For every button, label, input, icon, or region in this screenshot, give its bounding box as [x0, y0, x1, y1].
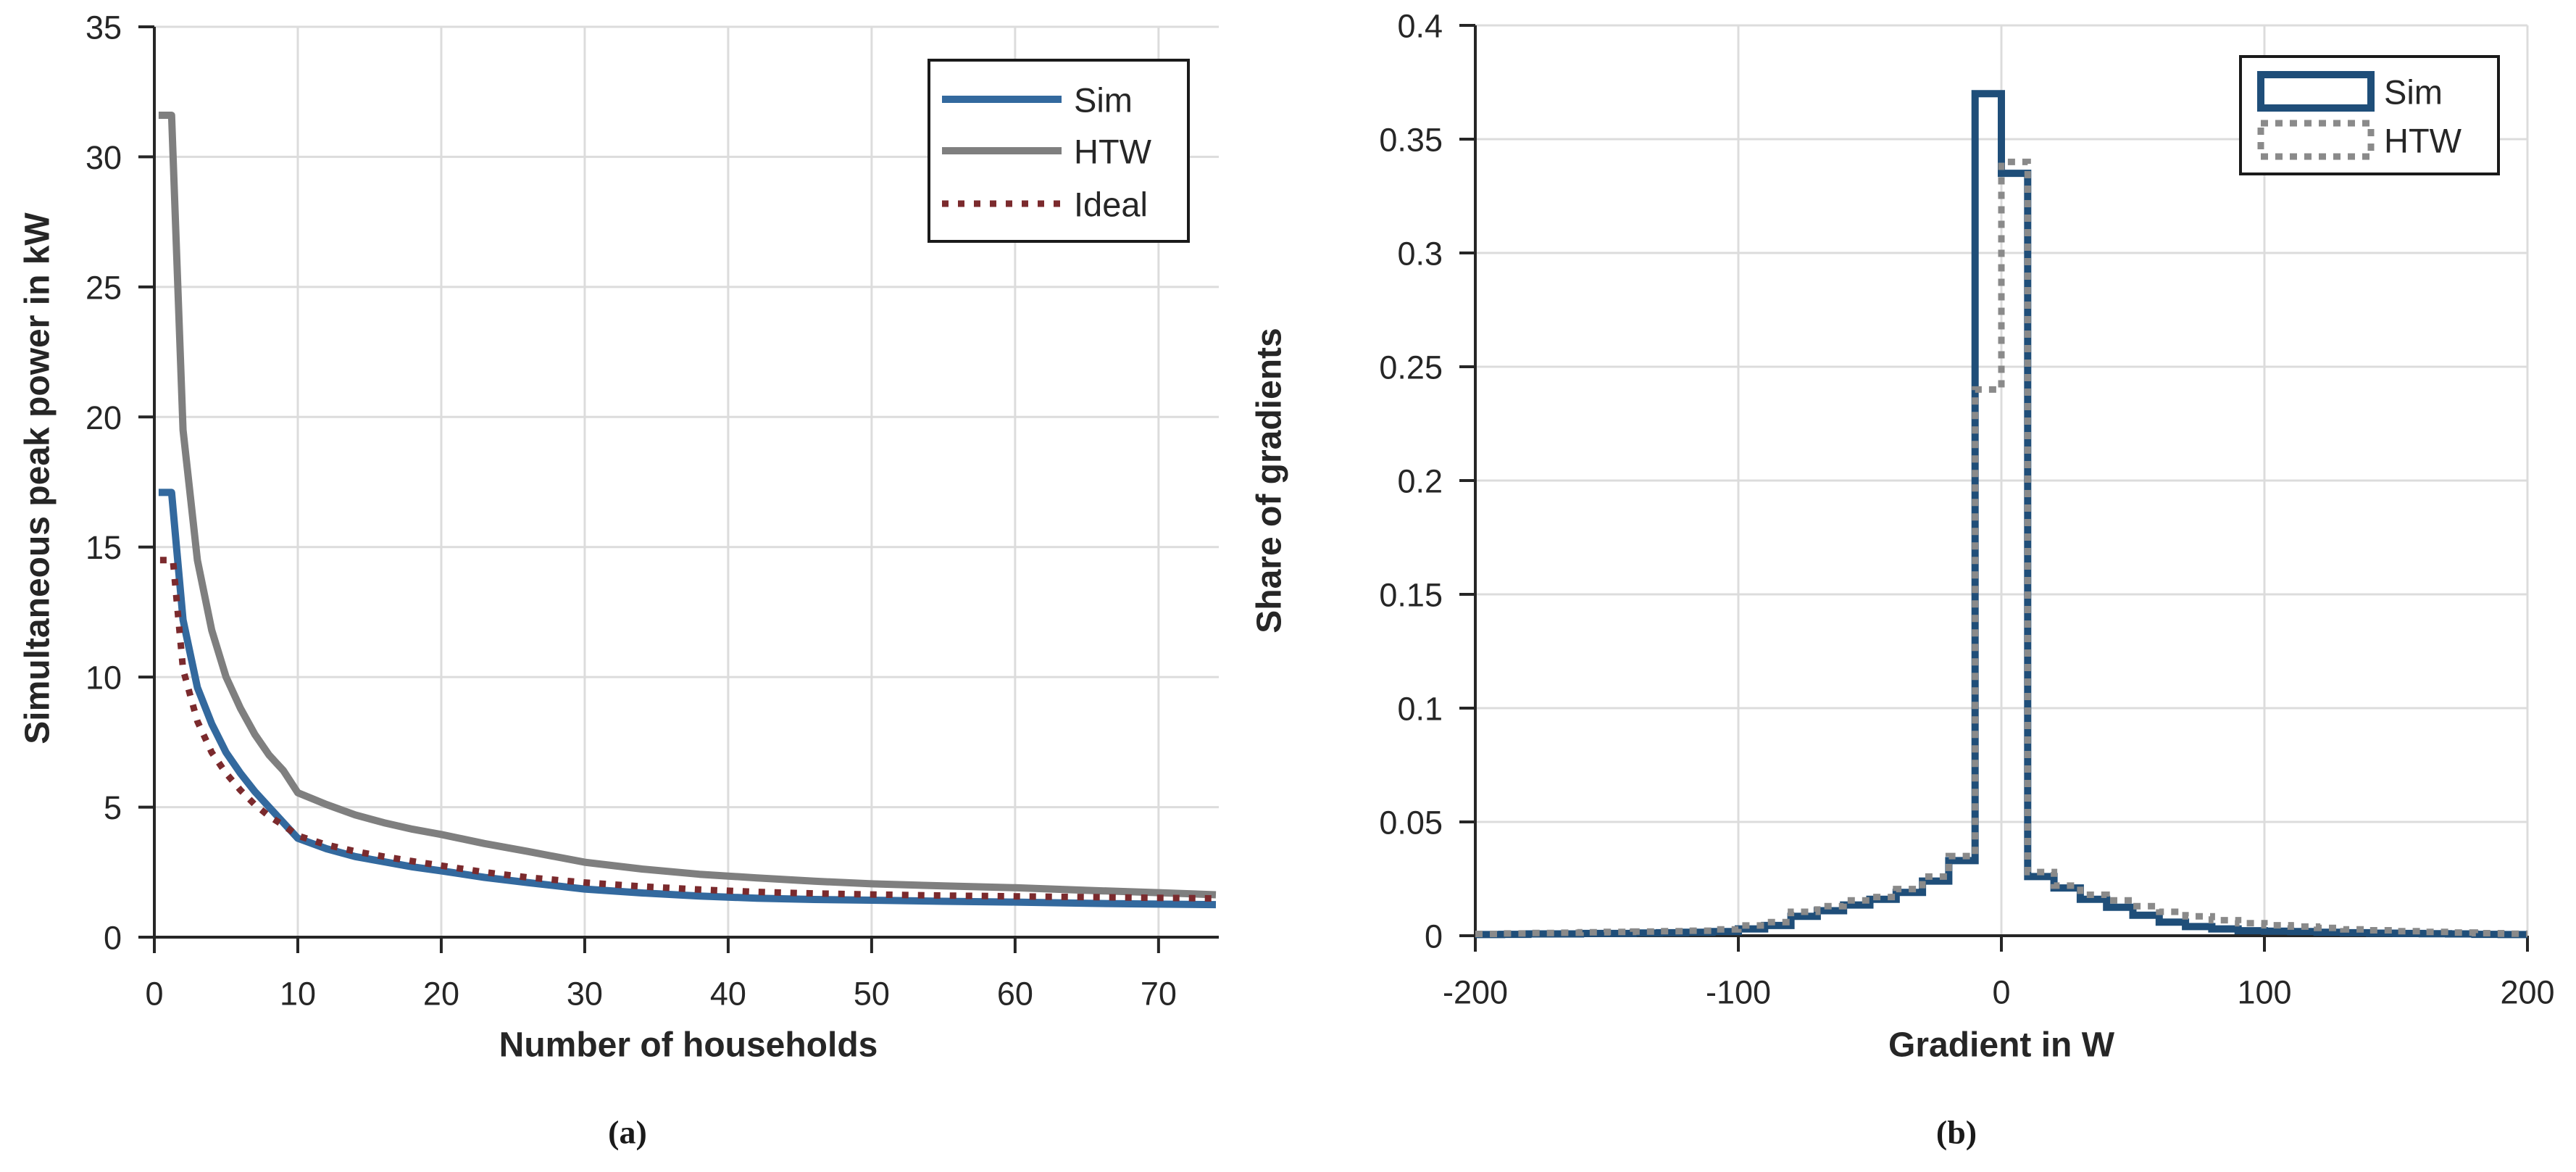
legend-b-label-htw: HTW [2384, 122, 2462, 160]
b-ytick-label: 0.2 [1397, 463, 1443, 500]
b-ytick-label: 0.05 [1379, 805, 1443, 841]
a-ytick-label: 25 [86, 269, 122, 306]
a-ytick-label: 10 [86, 660, 122, 697]
b-ytick-label: 0.4 [1397, 8, 1443, 45]
legend-b-label-sim: Sim [2384, 73, 2443, 112]
legend-a-label-sim: Sim [1074, 81, 1133, 120]
b-xtick-label: 0 [1992, 974, 2010, 1011]
caption-a: (a) [608, 1113, 647, 1151]
panel-a-ylabel: Simultaneous peak power in kW [18, 212, 57, 744]
b-ytick-label: 0.35 [1379, 122, 1443, 159]
legend-a-label-ideal: Ideal [1074, 186, 1148, 224]
a-ytick-label: 5 [104, 789, 122, 826]
a-series-htw [158, 112, 1217, 899]
b-ytick-label: 0.25 [1379, 349, 1443, 386]
legend-a-label-htw: HTW [1074, 133, 1152, 171]
a-series-ideal [159, 557, 1217, 902]
panel-b-ylabel: Share of gradients [1250, 328, 1289, 633]
b-series-htw [1475, 158, 2527, 937]
a-ytick-label: 0 [104, 920, 122, 957]
a-xtick-label: 10 [280, 976, 316, 1013]
b-ytick-label: 0.1 [1397, 691, 1443, 728]
a-series-sim [158, 489, 1217, 909]
b-ytick-label: 0 [1425, 918, 1443, 955]
b-ytick-label: 0.3 [1397, 236, 1443, 273]
a-ytick-label: 30 [86, 139, 122, 176]
caption-b: (b) [1935, 1113, 1977, 1151]
a-xtick-label: 20 [423, 976, 459, 1013]
a-xtick-label: 70 [1141, 976, 1177, 1013]
panel-a-xlabel: Number of households [499, 1026, 878, 1065]
panel-b: -200 -100 0 100 200 0 0.05 0.1 0.15 0.2 0.25 0.3 0.3… [1379, 8, 2554, 1011]
legend-a: Sim HTW Ideal [928, 59, 1190, 243]
a-xtick-label: 30 [567, 976, 603, 1013]
b-xtick-label: -100 [1706, 974, 1771, 1011]
a-xtick-label: 60 [997, 976, 1033, 1013]
b-xtick-label: -200 [1443, 974, 1508, 1011]
panel-b-xlabel: Gradient in W [1888, 1026, 2114, 1065]
a-ytick-label: 20 [86, 399, 122, 436]
a-ytick-label: 35 [86, 9, 122, 46]
a-xtick-label: 40 [710, 976, 746, 1013]
a-xtick-label: 0 [145, 976, 163, 1013]
legend-b: Sim HTW [2239, 55, 2500, 175]
b-ytick-label: 0.15 [1379, 577, 1443, 614]
a-ytick-label: 15 [86, 529, 122, 566]
legend-b-sample-sim [2257, 71, 2375, 112]
a-xtick-label: 50 [854, 976, 890, 1013]
b-xtick-label: 100 [2237, 974, 2291, 1011]
b-xtick-label: 200 [2500, 974, 2554, 1011]
